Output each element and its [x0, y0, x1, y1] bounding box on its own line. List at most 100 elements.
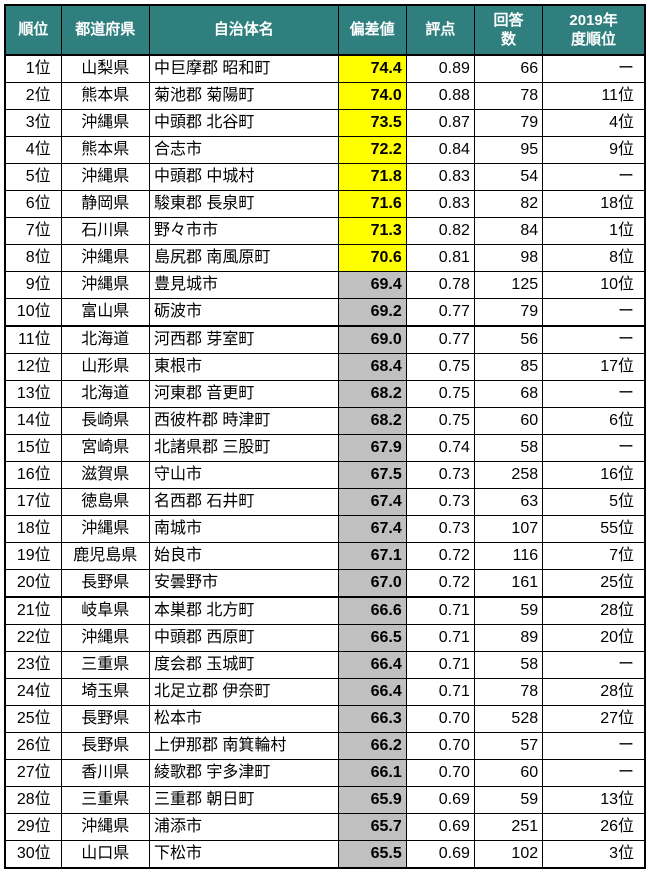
cell-rank-2019: ー: [543, 733, 645, 760]
cell-score: 0.70: [406, 706, 474, 733]
cell-score: 0.75: [406, 354, 474, 381]
cell-rank: 14位: [5, 408, 61, 435]
cell-municipality: 駿東郡 長泉町: [149, 191, 338, 218]
cell-prefecture: 沖縄県: [61, 516, 149, 543]
cell-responses: 63: [474, 489, 542, 516]
cell-deviation: 65.7: [338, 814, 406, 841]
table-row: 14位長崎県西彼杵郡 時津町68.20.75606位: [5, 408, 645, 435]
cell-municipality: 南城市: [149, 516, 338, 543]
cell-rank: 29位: [5, 814, 61, 841]
cell-municipality: 松本市: [149, 706, 338, 733]
cell-score: 0.89: [406, 55, 474, 83]
cell-rank: 18位: [5, 516, 61, 543]
table-row: 12位山形県東根市68.40.758517位: [5, 354, 645, 381]
cell-prefecture: 北海道: [61, 381, 149, 408]
table-row: 6位静岡県駿東郡 長泉町71.60.838218位: [5, 191, 645, 218]
cell-prefecture: 沖縄県: [61, 625, 149, 652]
cell-deviation: 71.8: [338, 164, 406, 191]
cell-score: 0.72: [406, 570, 474, 598]
cell-municipality: 中頭郡 北谷町: [149, 110, 338, 137]
cell-deviation: 74.0: [338, 83, 406, 110]
cell-prefecture: 香川県: [61, 760, 149, 787]
cell-deviation: 67.1: [338, 543, 406, 570]
cell-rank-2019: ー: [543, 164, 645, 191]
table-row: 16位滋賀県守山市67.50.7325816位: [5, 462, 645, 489]
cell-municipality: 河西郡 芽室町: [149, 326, 338, 354]
cell-responses: 528: [474, 706, 542, 733]
cell-responses: 125: [474, 272, 542, 299]
cell-rank-2019: 8位: [543, 245, 645, 272]
table-row: 3位沖縄県中頭郡 北谷町73.50.87794位: [5, 110, 645, 137]
cell-rank: 21位: [5, 597, 61, 625]
cell-rank: 7位: [5, 218, 61, 245]
table-row: 13位北海道河東郡 音更町68.20.7568ー: [5, 381, 645, 408]
cell-score: 0.73: [406, 462, 474, 489]
cell-deviation: 66.5: [338, 625, 406, 652]
cell-deviation: 66.4: [338, 679, 406, 706]
cell-rank-2019: 26位: [543, 814, 645, 841]
cell-rank-2019: 11位: [543, 83, 645, 110]
cell-score: 0.70: [406, 733, 474, 760]
cell-prefecture: 埼玉県: [61, 679, 149, 706]
cell-responses: 161: [474, 570, 542, 598]
cell-prefecture: 滋賀県: [61, 462, 149, 489]
cell-responses: 116: [474, 543, 542, 570]
cell-prefecture: 山形県: [61, 354, 149, 381]
cell-responses: 68: [474, 381, 542, 408]
cell-rank: 19位: [5, 543, 61, 570]
cell-score: 0.84: [406, 137, 474, 164]
header-score: 評点: [406, 5, 474, 55]
cell-rank: 16位: [5, 462, 61, 489]
cell-rank-2019: 16位: [543, 462, 645, 489]
cell-prefecture: 熊本県: [61, 83, 149, 110]
cell-score: 0.75: [406, 408, 474, 435]
cell-deviation: 65.9: [338, 787, 406, 814]
cell-prefecture: 長野県: [61, 706, 149, 733]
cell-prefecture: 鹿児島県: [61, 543, 149, 570]
cell-rank: 24位: [5, 679, 61, 706]
cell-municipality: 菊池郡 菊陽町: [149, 83, 338, 110]
cell-rank: 8位: [5, 245, 61, 272]
cell-score: 0.83: [406, 191, 474, 218]
cell-deviation: 68.2: [338, 381, 406, 408]
cell-rank: 9位: [5, 272, 61, 299]
table-row: 11位北海道河西郡 芽室町69.00.7756ー: [5, 326, 645, 354]
cell-deviation: 71.6: [338, 191, 406, 218]
cell-deviation: 67.4: [338, 489, 406, 516]
cell-deviation: 73.5: [338, 110, 406, 137]
cell-score: 0.71: [406, 679, 474, 706]
cell-rank-2019: 28位: [543, 597, 645, 625]
cell-prefecture: 沖縄県: [61, 814, 149, 841]
cell-prefecture: 熊本県: [61, 137, 149, 164]
cell-score: 0.82: [406, 218, 474, 245]
cell-rank-2019: 55位: [543, 516, 645, 543]
cell-municipality: 浦添市: [149, 814, 338, 841]
cell-municipality: 綾歌郡 宇多津町: [149, 760, 338, 787]
cell-rank: 30位: [5, 841, 61, 869]
table-row: 23位三重県度会郡 玉城町66.40.7158ー: [5, 652, 645, 679]
cell-rank: 4位: [5, 137, 61, 164]
cell-score: 0.75: [406, 381, 474, 408]
table-row: 1位山梨県中巨摩郡 昭和町74.40.8966ー: [5, 55, 645, 83]
cell-rank-2019: 4位: [543, 110, 645, 137]
cell-responses: 251: [474, 814, 542, 841]
cell-score: 0.72: [406, 543, 474, 570]
cell-responses: 95: [474, 137, 542, 164]
table-row: 7位石川県野々市市71.30.82841位: [5, 218, 645, 245]
table-row: 21位岐阜県本巣郡 北方町66.60.715928位: [5, 597, 645, 625]
cell-rank: 28位: [5, 787, 61, 814]
cell-rank: 6位: [5, 191, 61, 218]
cell-responses: 78: [474, 83, 542, 110]
cell-deviation: 66.3: [338, 706, 406, 733]
cell-rank: 26位: [5, 733, 61, 760]
cell-municipality: 守山市: [149, 462, 338, 489]
cell-rank: 15位: [5, 435, 61, 462]
cell-rank: 17位: [5, 489, 61, 516]
table-row: 26位長野県上伊那郡 南箕輪村66.20.7057ー: [5, 733, 645, 760]
cell-responses: 58: [474, 652, 542, 679]
cell-responses: 54: [474, 164, 542, 191]
cell-score: 0.71: [406, 597, 474, 625]
cell-prefecture: 沖縄県: [61, 164, 149, 191]
cell-prefecture: 山梨県: [61, 55, 149, 83]
cell-rank-2019: 25位: [543, 570, 645, 598]
